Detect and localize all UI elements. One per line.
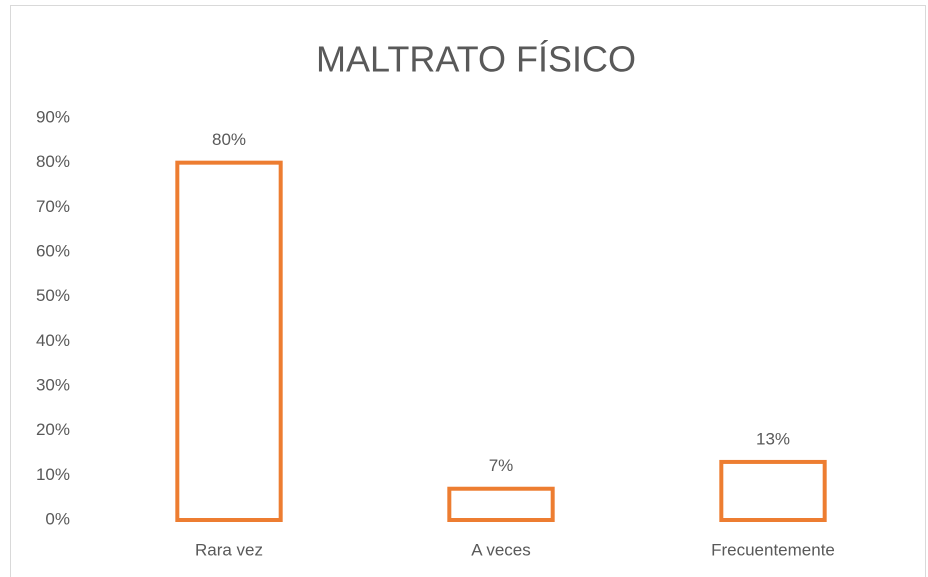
y-tick-label: 10% <box>36 465 70 484</box>
bar <box>719 459 827 522</box>
y-tick-label: 0% <box>45 509 70 528</box>
y-tick-label: 70% <box>36 197 70 216</box>
x-tick-label: Rara vez <box>195 540 263 559</box>
y-tick-label: 60% <box>36 241 70 260</box>
y-tick-label: 20% <box>36 420 70 439</box>
data-label: 80% <box>212 130 246 149</box>
x-tick-label: A veces <box>471 540 531 559</box>
bar <box>447 486 555 523</box>
y-tick-label: 30% <box>36 375 70 394</box>
x-tick-label: Frecuentemente <box>711 540 835 559</box>
chart-title: MALTRATO FÍSICO <box>316 39 636 80</box>
data-label: 13% <box>756 429 790 448</box>
y-tick-label: 90% <box>36 107 70 126</box>
bar <box>175 160 283 523</box>
data-label: 7% <box>489 456 514 475</box>
y-tick-label: 50% <box>36 286 70 305</box>
y-tick-label: 80% <box>36 152 70 171</box>
y-tick-label: 40% <box>36 331 70 350</box>
